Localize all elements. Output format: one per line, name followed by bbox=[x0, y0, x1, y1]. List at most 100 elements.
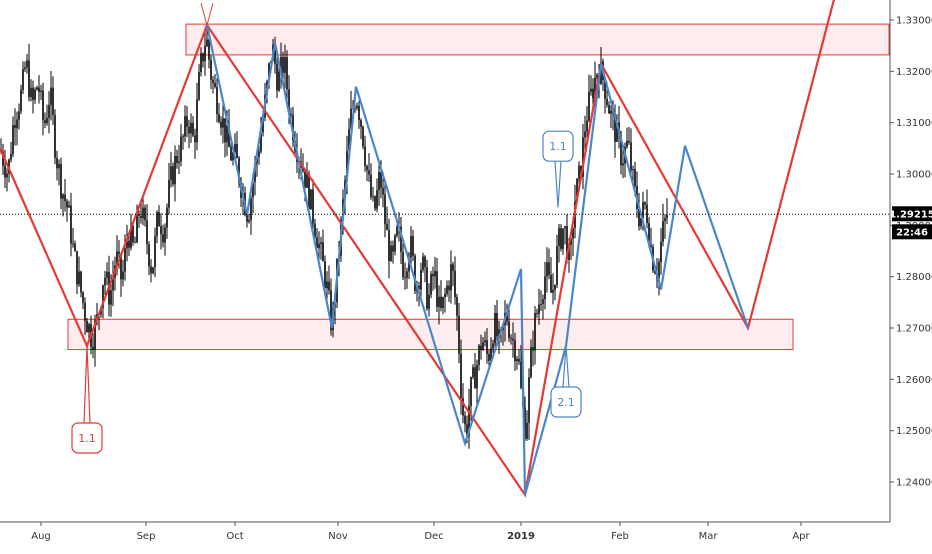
candle-body bbox=[414, 255, 416, 291]
candle-body bbox=[164, 227, 166, 243]
price-candle bbox=[160, 213, 162, 250]
y-tick-label: 1.32000 bbox=[896, 67, 932, 78]
candle-body bbox=[490, 348, 492, 361]
price-candle bbox=[84, 297, 86, 336]
countdown-value: 22:46 bbox=[896, 227, 928, 238]
candle-body bbox=[122, 271, 124, 280]
y-axis[interactable]: 1.240001.250001.260001.270001.280001.290… bbox=[889, 0, 932, 522]
candle-body bbox=[6, 173, 8, 178]
candle-body bbox=[480, 345, 482, 350]
candle-body bbox=[302, 168, 304, 172]
annotation-label: 1.1 bbox=[549, 140, 567, 153]
candle-body bbox=[648, 223, 650, 246]
candle-body bbox=[396, 227, 398, 236]
candle-body bbox=[154, 235, 156, 268]
price-candle bbox=[118, 240, 120, 269]
price-candle bbox=[514, 332, 516, 371]
candle-body bbox=[226, 125, 228, 143]
price-candle bbox=[436, 257, 438, 312]
x-tick-label: 2019 bbox=[507, 531, 535, 542]
price-candle bbox=[420, 262, 422, 302]
price-candle bbox=[414, 253, 416, 295]
candle-body bbox=[424, 256, 426, 268]
price-candle bbox=[488, 349, 490, 368]
candle-body bbox=[246, 214, 248, 222]
price-candle bbox=[26, 54, 28, 74]
price-candle bbox=[86, 317, 88, 333]
candle-body bbox=[560, 228, 562, 249]
candle-body bbox=[286, 57, 288, 90]
x-axis[interactable]: Aug Sep Oct Nov Dec 2019 Feb Mar Apr bbox=[0, 521, 890, 542]
x-tick-label: Aug bbox=[31, 531, 51, 542]
candle-body bbox=[146, 220, 148, 245]
candle-body bbox=[660, 241, 662, 263]
candle-body bbox=[630, 142, 632, 170]
price-candle bbox=[550, 257, 552, 293]
price-candle bbox=[426, 259, 428, 311]
price-candle bbox=[444, 287, 446, 313]
candle-body bbox=[478, 345, 480, 365]
candle-body bbox=[370, 174, 372, 198]
candle-body bbox=[30, 87, 32, 98]
candle-body bbox=[626, 140, 628, 147]
price-candle bbox=[128, 234, 130, 257]
candle-body bbox=[288, 89, 290, 115]
price-candle bbox=[4, 150, 6, 188]
price-candle bbox=[406, 267, 408, 289]
price-candle bbox=[248, 214, 250, 224]
price-candle bbox=[88, 322, 90, 340]
price-candle bbox=[64, 178, 66, 212]
price-candle bbox=[450, 250, 452, 304]
candle-body bbox=[14, 125, 16, 129]
price-candle bbox=[472, 364, 474, 380]
price-candle bbox=[196, 82, 198, 151]
price-candle bbox=[210, 55, 212, 90]
candle-body bbox=[210, 59, 212, 80]
price-candle bbox=[18, 103, 20, 130]
candle-body bbox=[458, 315, 460, 354]
candle-body bbox=[212, 79, 214, 83]
candle-body bbox=[622, 163, 624, 166]
candle-body bbox=[70, 205, 72, 244]
candle-body bbox=[188, 126, 190, 134]
candle-body bbox=[350, 108, 352, 129]
candle-body bbox=[346, 150, 348, 181]
candle-body bbox=[428, 294, 430, 309]
candle-body bbox=[22, 69, 24, 90]
candle-body bbox=[628, 140, 630, 143]
price-candle bbox=[368, 153, 370, 182]
price-candle bbox=[478, 344, 480, 371]
candle-body bbox=[426, 267, 428, 309]
price-candle bbox=[558, 223, 560, 263]
price-candle bbox=[494, 305, 496, 347]
candle-body bbox=[274, 44, 276, 64]
candle-body bbox=[578, 165, 580, 179]
candle-body bbox=[632, 169, 634, 171]
candle-body bbox=[644, 202, 646, 205]
price-candle bbox=[512, 322, 514, 358]
y-tick-label: 1.27000 bbox=[896, 324, 932, 335]
candle-body bbox=[40, 90, 42, 93]
candle-body bbox=[542, 299, 544, 305]
candle-body bbox=[152, 267, 154, 274]
candle-body bbox=[222, 118, 224, 128]
annotation-pointer bbox=[562, 345, 570, 388]
last-price-value: 1.29215 bbox=[889, 209, 932, 220]
candle-body bbox=[118, 251, 120, 254]
candle-body bbox=[554, 284, 556, 290]
price-candle bbox=[438, 285, 440, 325]
candle-body bbox=[422, 256, 424, 270]
candle-body bbox=[484, 340, 486, 343]
candle-body bbox=[78, 271, 80, 285]
price-candle bbox=[326, 271, 328, 302]
candle-body bbox=[606, 98, 608, 105]
candle-body bbox=[324, 261, 326, 289]
candle-body bbox=[308, 173, 310, 210]
price-candle bbox=[224, 118, 226, 158]
candle-body bbox=[392, 245, 394, 252]
candle-body bbox=[526, 422, 528, 439]
price-candle bbox=[182, 133, 184, 150]
price-candle bbox=[44, 112, 46, 129]
price-candle bbox=[158, 205, 160, 227]
